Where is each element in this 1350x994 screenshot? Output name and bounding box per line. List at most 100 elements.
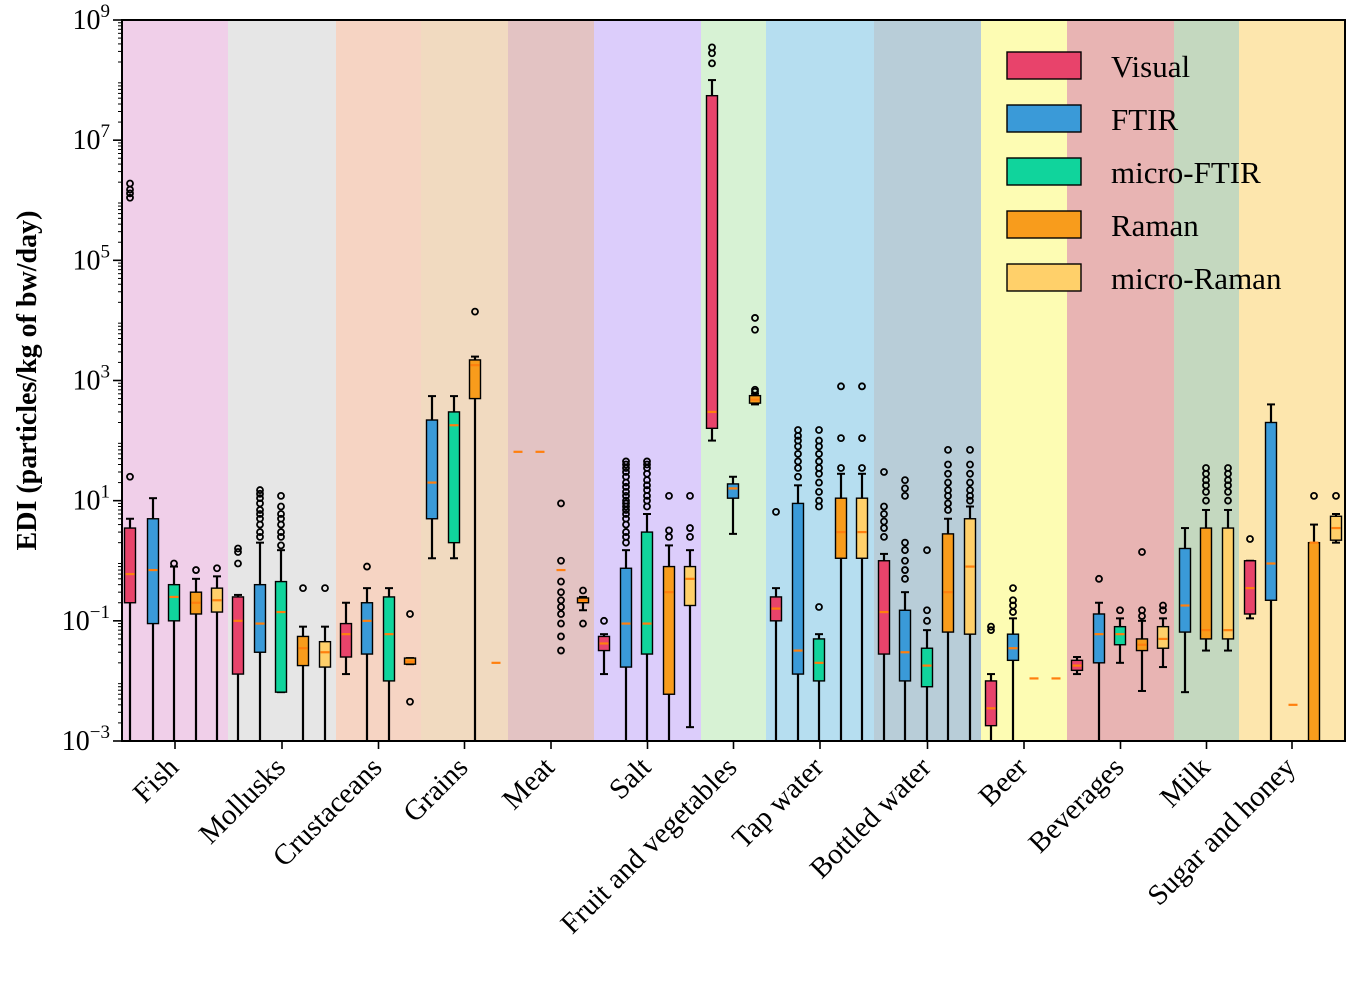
outlier-point — [256, 528, 264, 536]
outlier-point — [277, 510, 285, 518]
outlier-point — [277, 502, 285, 511]
y-axis-label: EDI (particles/kg of bw/day) — [12, 211, 43, 551]
outlier-point — [1310, 492, 1318, 500]
outlier-point — [579, 586, 587, 595]
outlier-point — [622, 492, 630, 500]
outlier-point — [622, 510, 630, 518]
outlier-point — [944, 499, 952, 508]
y-tick-label: 101 — [73, 482, 111, 517]
box-body — [382, 596, 396, 682]
outlier-point — [643, 496, 651, 505]
box-body — [167, 583, 181, 622]
outlier-point — [1095, 574, 1103, 583]
outlier-point — [126, 179, 134, 188]
box-body — [468, 359, 482, 400]
box-body — [640, 531, 654, 655]
y-tick-label: 109 — [73, 1, 111, 36]
box-body — [360, 602, 374, 655]
outlier-point — [643, 457, 651, 466]
box-micro-ftir — [274, 492, 288, 694]
outlier-point — [815, 487, 823, 496]
box-body — [726, 483, 740, 499]
outlier-point — [277, 492, 285, 500]
outlier-point — [622, 472, 630, 481]
box-visual — [984, 622, 998, 742]
box-body — [339, 622, 353, 658]
outlier-point — [406, 610, 414, 618]
outlier-point — [837, 382, 845, 391]
outlier-point — [1138, 548, 1146, 556]
outlier-point — [557, 588, 565, 597]
box-body — [1221, 527, 1235, 640]
outlier-point — [277, 541, 285, 550]
outlier-point — [880, 510, 888, 518]
box-ftir — [898, 476, 912, 742]
outlier-point — [557, 632, 565, 641]
box-micro-raman — [1221, 464, 1235, 652]
outlier-point — [751, 314, 759, 322]
legend: Visual FTIR micro-FTIR Raman micro-Raman — [1006, 49, 1282, 296]
outlier-point — [794, 472, 802, 481]
box-visual — [769, 508, 783, 742]
box-micro-ftir — [382, 587, 396, 742]
x-tick-label: Milk — [1154, 751, 1217, 814]
outlier-point — [665, 526, 673, 535]
outlier-point — [987, 622, 995, 631]
outlier-point — [277, 528, 285, 536]
x-tick-label: Salt — [603, 751, 658, 806]
category-band-meat — [508, 20, 594, 741]
box-body — [898, 609, 912, 682]
outlier-point — [256, 489, 264, 498]
box-micro-raman — [1156, 601, 1170, 669]
y-tick-label: 103 — [73, 362, 111, 397]
box-micro-ftir — [920, 546, 934, 742]
outlier-point — [837, 464, 845, 472]
box-body — [1092, 613, 1106, 664]
box-body — [318, 640, 332, 668]
outlier-point — [923, 546, 931, 555]
box-visual — [339, 601, 353, 676]
y-tick-label: 10−1 — [62, 602, 110, 637]
outlier-point — [901, 556, 909, 565]
outlier-point — [751, 325, 759, 334]
category-band-bottled-water — [874, 20, 981, 741]
box-body — [1113, 625, 1127, 646]
outlier-point — [923, 616, 931, 625]
box-raman — [748, 314, 762, 406]
box-ftir — [726, 475, 740, 535]
x-tick-label: Mollusks — [193, 751, 292, 850]
outlier-point — [1159, 606, 1167, 615]
legend-swatch — [1006, 210, 1082, 239]
outlier-point — [880, 468, 888, 476]
box-micro-ftir — [167, 559, 181, 742]
box-body — [920, 647, 934, 688]
box-visual — [123, 179, 137, 742]
outlier-point — [256, 514, 264, 523]
box-visual — [705, 43, 719, 442]
x-tick-label: Tap water — [726, 751, 830, 855]
outlier-point — [1224, 496, 1232, 505]
outlier-point — [880, 532, 888, 541]
box-body — [877, 560, 891, 655]
legend-swatch — [1006, 104, 1082, 133]
outlier-point — [815, 603, 823, 611]
outlier-point — [772, 508, 780, 516]
outlier-point — [557, 499, 565, 508]
box-body — [425, 419, 439, 520]
box-body — [447, 411, 461, 544]
box-ftir — [360, 562, 374, 742]
outlier-point — [622, 460, 630, 469]
outlier-point — [277, 532, 285, 541]
outlier-point — [815, 496, 823, 505]
box-micro-ftir — [640, 457, 654, 742]
outlier-point — [880, 502, 888, 511]
outlier-point — [622, 496, 630, 505]
box-body — [231, 596, 245, 675]
outlier-point — [794, 457, 802, 466]
outlier-point — [901, 566, 909, 574]
outlier-point — [557, 619, 565, 628]
outlier-point — [686, 524, 694, 532]
box-visual — [597, 616, 611, 676]
box-micro-raman — [1329, 492, 1343, 544]
